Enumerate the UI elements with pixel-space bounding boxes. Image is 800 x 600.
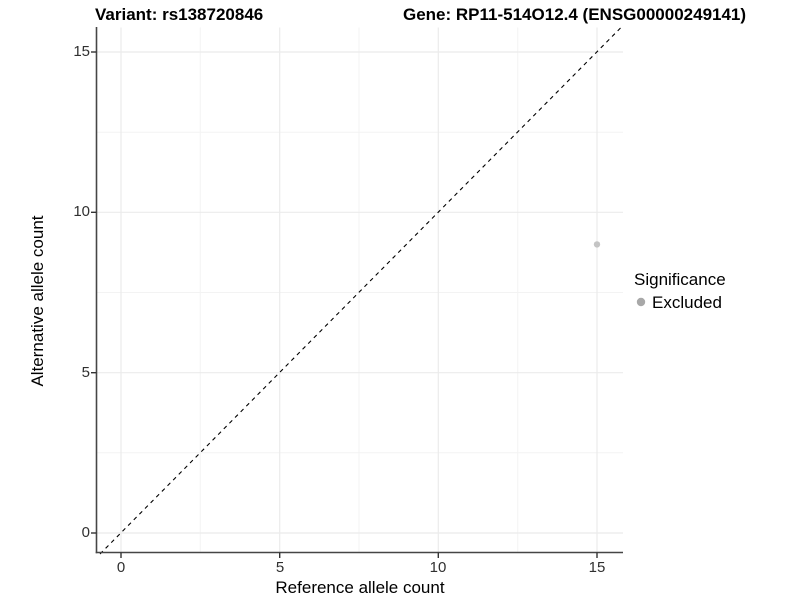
identity-reference-line [99, 26, 622, 555]
tick-marks [91, 51, 598, 558]
plot-title-gene: Gene: RP11-514O12.4 (ENSG00000249141) [403, 5, 747, 24]
x-axis-title: Reference allele count [275, 578, 445, 597]
legend-title: Significance [634, 270, 726, 289]
x-tick-label-10: 10 [429, 559, 447, 576]
major-gridlines [96, 27, 623, 553]
y-tick-label-0: 0 [81, 524, 90, 541]
x-tick-label-5: 5 [275, 559, 285, 576]
legend-entry-excluded: Excluded [652, 293, 722, 312]
x-tick-label-15: 15 [588, 559, 606, 576]
y-tick-label-15: 15 [73, 43, 90, 60]
minor-gridlines [96, 27, 623, 553]
y-axis-title: Alternative allele count [28, 215, 47, 387]
legend-key-dot-icon [636, 297, 646, 307]
y-tick-label-10: 10 [73, 203, 90, 220]
data-point [593, 241, 601, 248]
y-tick-label-5: 5 [81, 364, 90, 381]
axis-lines [95, 27, 623, 554]
plot-title-variant: Variant: rs138720846 [95, 5, 264, 24]
x-tick-label-0: 0 [116, 559, 126, 576]
